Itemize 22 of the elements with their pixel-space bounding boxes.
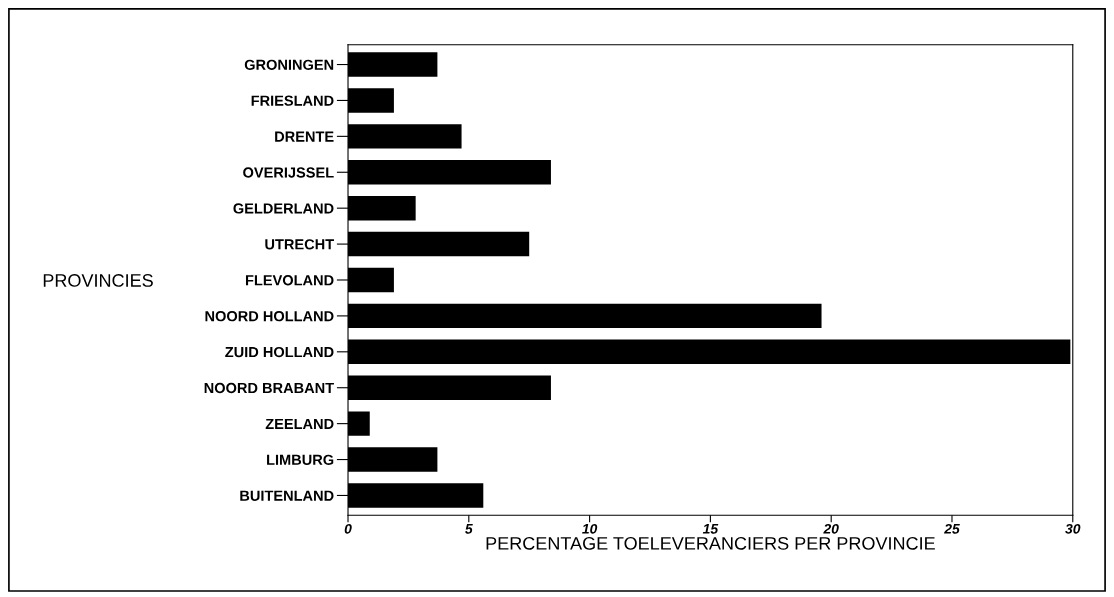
y-tick-label: FLEVOLAND — [245, 275, 334, 286]
x-tick-label: 15 — [702, 524, 719, 534]
y-tick-label: OVERIJSSEL — [243, 167, 334, 178]
x-tick-label: 0 — [344, 523, 352, 534]
x-tick-label: 10 — [582, 523, 598, 534]
y-tick-label: NOORD BRABANT — [204, 382, 334, 394]
y-tick-label: GELDERLAND — [233, 203, 334, 214]
y-tick-label: GRONINGEN — [244, 59, 334, 70]
x-tick-label: 30 — [1065, 523, 1081, 534]
y-tick-label: UTRECHT — [265, 239, 334, 250]
y-axis-title: PROVINCIES — [43, 274, 153, 287]
y-tick-label: ZEELAND — [265, 418, 334, 429]
x-tick-label: 25 — [944, 523, 960, 534]
x-axis-title: PERCENTAGE TOELEVERANCIERS PER PROVINCIE — [486, 536, 935, 550]
x-tick-label: 20 — [823, 523, 839, 534]
y-tick-label: FRIESLAND — [251, 95, 334, 106]
y-tick-label: DRENTE — [275, 131, 334, 142]
y-tick-label: ZUID HOLLAND — [225, 346, 334, 358]
x-tick-label: 5 — [465, 524, 473, 534]
y-tick-label: LIMBURG — [267, 454, 334, 465]
y-tick-label: NOORD HOLLAND — [205, 311, 334, 322]
y-tick-label: BUITENLAND — [240, 490, 334, 501]
